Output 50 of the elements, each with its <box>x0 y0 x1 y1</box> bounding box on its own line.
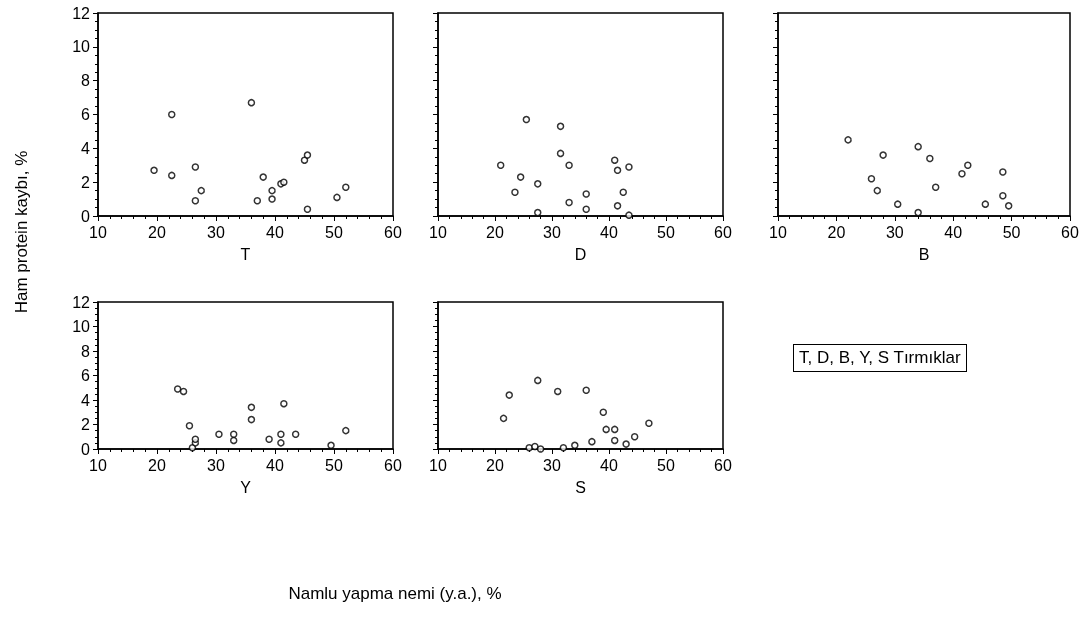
x-axis-title: B <box>918 245 930 263</box>
x-tick-label: 50 <box>325 456 343 474</box>
x-tick-label: 30 <box>543 223 561 241</box>
x-tick-label: 30 <box>885 223 904 241</box>
x-tick-label: 50 <box>325 223 343 241</box>
x-tick-label: 30 <box>543 456 561 474</box>
text: T, D, B, Y, S Tırmıklar <box>793 344 967 372</box>
x-tick-label: 10 <box>429 456 447 474</box>
x-tick-label: 60 <box>1061 223 1079 241</box>
x-tick-label: 40 <box>944 223 963 241</box>
x-tick-label: 60 <box>384 223 402 241</box>
y-tick-label: 4 <box>81 139 91 157</box>
x-axis-title: D <box>574 245 587 263</box>
x-tick-label: 50 <box>1002 223 1021 241</box>
y-tick-label: 10 <box>72 38 91 56</box>
y-tick-label: 12 <box>72 4 91 22</box>
x-tick-label: 20 <box>148 456 166 474</box>
y-tick-label: 8 <box>81 342 91 360</box>
x-axis-title: S <box>575 478 586 496</box>
x-tick-label: 40 <box>266 456 284 474</box>
x-tick-label: 30 <box>207 223 225 241</box>
text: Namlu yapma nemi (y.a.), % <box>288 584 502 604</box>
x-tick-label: 40 <box>600 456 618 474</box>
x-tick-label: 10 <box>429 223 447 241</box>
x-axis-title: T <box>240 245 251 263</box>
y-tick-label: 10 <box>72 318 91 335</box>
x-tick-label: 50 <box>657 456 675 474</box>
y-axis-title: Ham protein kaybı, % <box>12 150 32 314</box>
x-axis-title: Y <box>240 478 252 496</box>
y-tick-label: 12 <box>72 293 91 311</box>
y-tick-label: 2 <box>81 173 91 191</box>
x-tick-label: 60 <box>384 456 402 474</box>
y-tick-label: 4 <box>81 391 91 409</box>
y-tick-label: 0 <box>81 207 91 225</box>
x-tick-label: 50 <box>657 223 675 241</box>
x-tick-label: 60 <box>714 456 732 474</box>
x-tick-label: 20 <box>827 223 846 241</box>
x-tick-label: 60 <box>714 223 732 241</box>
x-tick-label: 20 <box>486 223 504 241</box>
x-tick-label: 20 <box>486 456 504 474</box>
y-tick-label: 6 <box>81 367 91 384</box>
x-tick-label: 40 <box>266 223 284 241</box>
y-tick-label: 0 <box>81 440 91 458</box>
x-tick-label: 10 <box>769 223 787 241</box>
x-tick-label: 20 <box>148 223 166 241</box>
x-tick-label: 40 <box>600 223 618 241</box>
y-tick-label: 8 <box>81 72 91 90</box>
y-tick-label: 2 <box>81 416 91 433</box>
x-tick-label: 30 <box>207 456 225 474</box>
y-tick-label: 6 <box>81 106 91 123</box>
